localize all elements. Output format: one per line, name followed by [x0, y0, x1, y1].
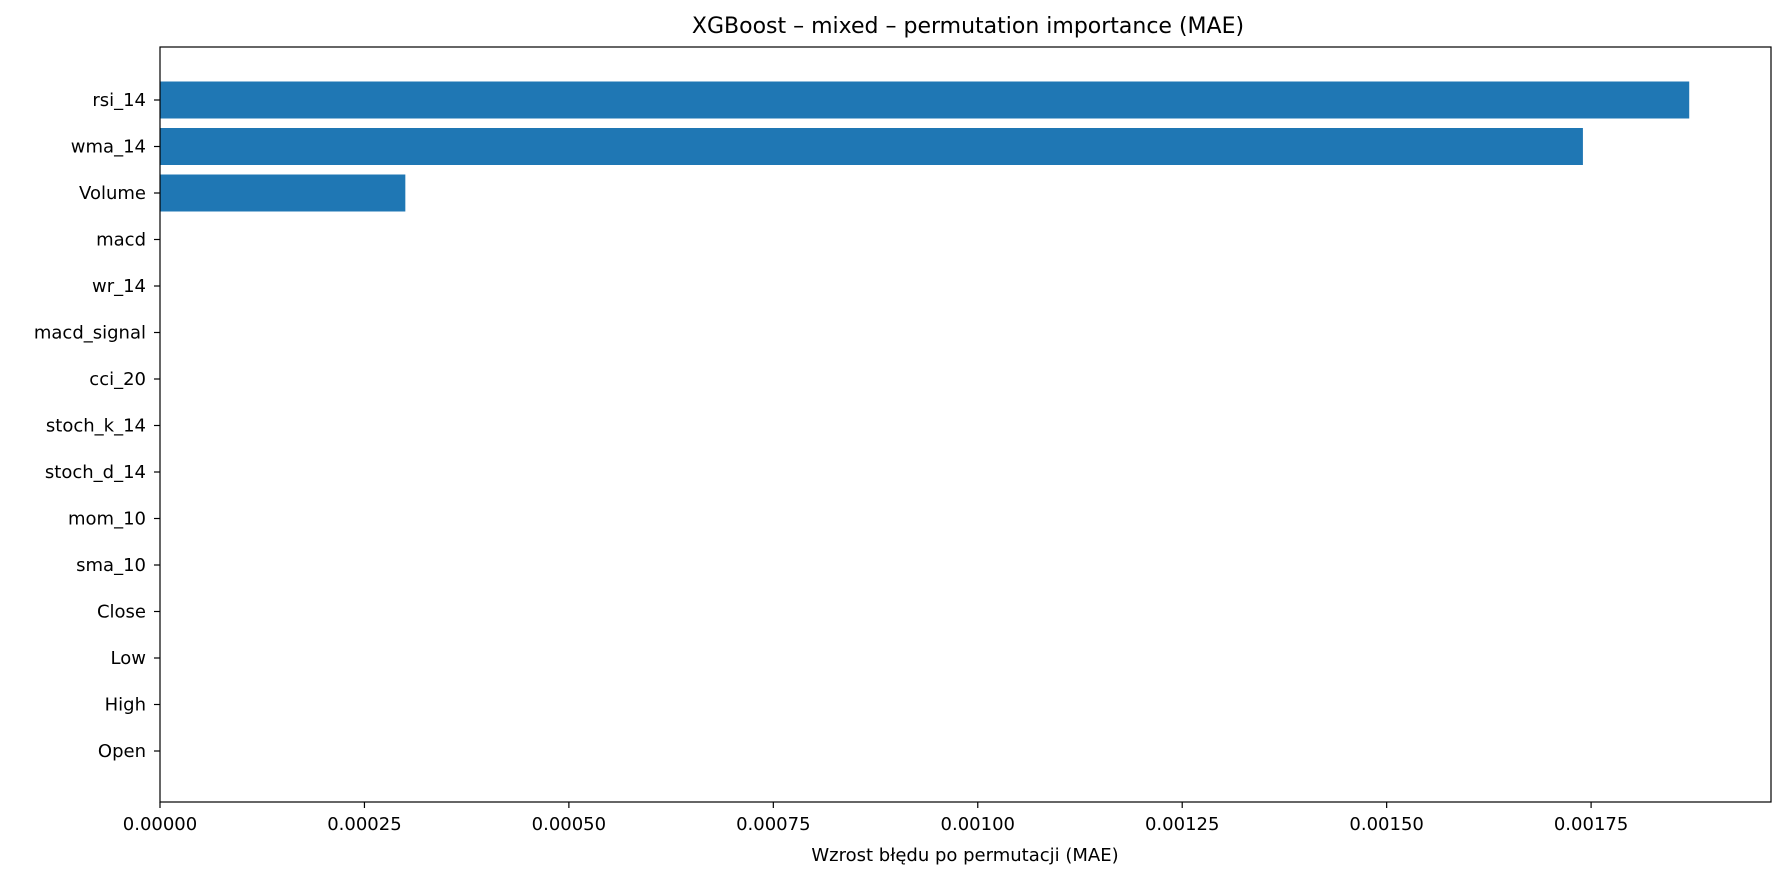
y-tick-label: Close: [97, 602, 146, 623]
y-tick-label: macd_signal: [34, 323, 146, 344]
bar-rsi_14: [160, 81, 1690, 119]
y-tick-label: wr_14: [92, 276, 146, 297]
y-tick-label: Low: [111, 648, 146, 669]
plot-area-frame: [159, 46, 1772, 803]
x-axis-label: Wzrost błędu po permutacji (MAE): [811, 845, 1118, 866]
chart-title: XGBoost – mixed – permutation importance…: [692, 14, 1244, 39]
y-tick-label: Volume: [79, 183, 146, 204]
x-tick-label: 0.00000: [123, 814, 197, 835]
y-tick-label: macd: [96, 230, 146, 251]
y-tick-label: Open: [98, 741, 146, 762]
bar-Volume: [160, 174, 406, 212]
y-axis-ticks: rsi_14 wma_14 Volume macd wr_14 macd_signalcc…: [34, 90, 160, 762]
y-tick-label: rsi_14: [92, 90, 146, 111]
y-tick-label: cci_20: [89, 369, 146, 390]
y-tick-label: wma_14: [71, 137, 146, 158]
x-tick-label: 0.00125: [1145, 814, 1219, 835]
bar-wma_14: [160, 128, 1583, 165]
x-axis-ticks: 0.00000 0.00025 0.00050 0.00075 0.00100 0.001…: [123, 802, 1628, 835]
x-tick-label: 0.00025: [327, 814, 401, 835]
x-tick-label: 0.00050: [532, 814, 606, 835]
y-tick-label: stoch_d_14: [45, 462, 146, 483]
x-tick-label: 0.00150: [1349, 814, 1423, 835]
y-tick-label: stoch_k_14: [46, 416, 146, 437]
y-tick-label: sma_10: [76, 555, 146, 576]
bars: [160, 81, 1690, 212]
x-tick-label: 0.00100: [941, 814, 1015, 835]
y-tick-label: mom_10: [68, 509, 146, 530]
x-tick-label: 0.00075: [736, 814, 810, 835]
y-tick-label: High: [105, 695, 146, 716]
x-tick-label: 0.00175: [1554, 814, 1628, 835]
